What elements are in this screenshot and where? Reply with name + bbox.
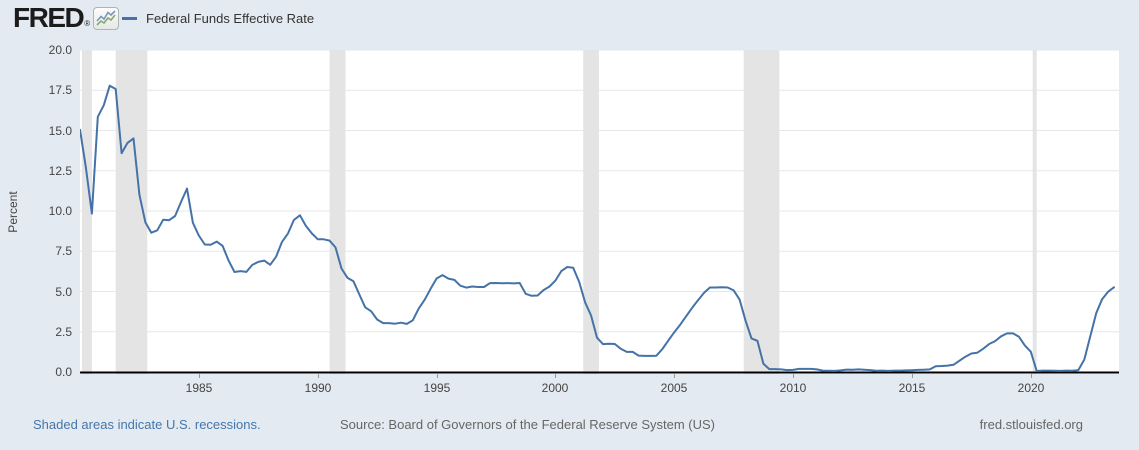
y-tick-label: 5.0 — [55, 285, 72, 299]
fred-logo-text: FRED — [13, 2, 85, 33]
legend-series-label: Federal Funds Effective Rate — [146, 11, 315, 26]
recession-band — [115, 50, 148, 374]
recession-band — [329, 50, 346, 374]
x-tick-label: 1995 — [423, 381, 451, 395]
x-tick-label: 1985 — [185, 381, 213, 395]
fred-logo[interactable]: FRED ® — [13, 2, 120, 33]
x-tick-mark — [555, 374, 556, 378]
x-tick-label: 1990 — [304, 381, 332, 395]
chart-legend: Federal Funds Effective Rate — [122, 11, 314, 26]
fred-url-link[interactable]: fred.stlouisfed.org — [979, 417, 1083, 432]
x-tick-label: 2010 — [779, 381, 807, 395]
source-text: Source: Board of Governors of the Federa… — [340, 417, 715, 432]
y-tick-label: 17.5 — [48, 83, 72, 97]
x-tick-mark — [912, 374, 913, 378]
legend-line-swatch — [122, 17, 137, 20]
x-tick-mark — [318, 374, 319, 378]
y-tick-label: 2.5 — [55, 325, 72, 339]
recession-band — [1032, 50, 1037, 374]
x-tick-label: 2005 — [660, 381, 688, 395]
recession-band — [81, 50, 92, 374]
y-tick-label: 15.0 — [48, 124, 72, 138]
y-axis-title: Percent — [6, 191, 20, 233]
x-axis-line — [80, 371, 1119, 374]
y-tick-label: 12.5 — [48, 164, 72, 178]
x-tick-mark — [437, 374, 438, 378]
x-tick-mark — [1031, 374, 1032, 378]
recession-band — [743, 50, 780, 374]
x-tick-mark — [199, 374, 200, 378]
series-line — [79, 84, 1115, 372]
fred-sparkline-icon — [93, 6, 120, 30]
y-tick-label: 0.0 — [55, 365, 72, 379]
y-tick-label: 7.5 — [55, 244, 72, 258]
y-tick-label: 20.0 — [48, 43, 72, 57]
x-tick-mark — [793, 374, 794, 378]
x-tick-mark — [674, 374, 675, 378]
x-tick-label: 2015 — [898, 381, 926, 395]
registered-trademark-mark: ® — [84, 19, 91, 28]
y-tick-label: 10.0 — [48, 204, 72, 218]
recession-band — [583, 50, 599, 374]
recession-note-link[interactable]: Shaded areas indicate U.S. recessions. — [33, 417, 261, 432]
x-tick-label: 2000 — [541, 381, 569, 395]
plot-area[interactable] — [79, 49, 1119, 379]
x-tick-label: 2020 — [1017, 381, 1045, 395]
